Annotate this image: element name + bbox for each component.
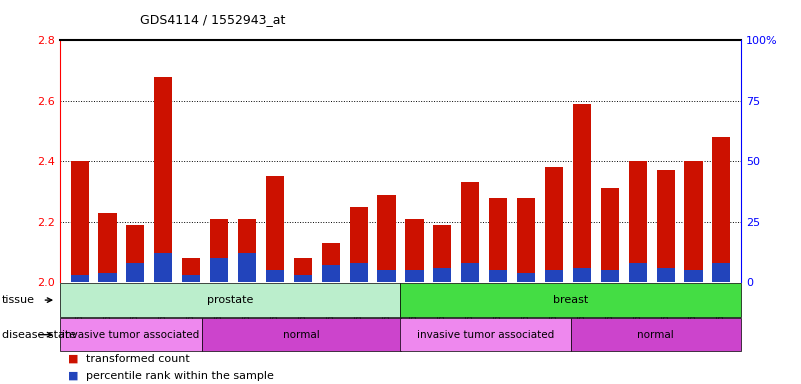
Text: invasive tumor associated: invasive tumor associated	[62, 329, 199, 340]
Bar	[202, 318, 400, 351]
Text: breast: breast	[553, 295, 589, 305]
Bar	[545, 270, 563, 282]
Bar	[489, 270, 507, 282]
Text: normal: normal	[283, 329, 320, 340]
Bar	[294, 275, 312, 282]
Bar	[155, 253, 172, 282]
Bar	[377, 270, 396, 282]
Bar	[266, 176, 284, 282]
Bar	[684, 161, 702, 282]
Bar	[322, 265, 340, 282]
Bar	[405, 270, 424, 282]
Bar	[433, 225, 452, 282]
Bar	[517, 273, 535, 282]
Bar	[127, 225, 144, 282]
Text: tissue: tissue	[2, 295, 34, 305]
Bar	[545, 167, 563, 282]
Text: disease state: disease state	[2, 329, 76, 340]
Bar	[489, 198, 507, 282]
Text: transformed count: transformed count	[86, 354, 190, 364]
Bar	[517, 198, 535, 282]
Bar	[629, 161, 646, 282]
Bar	[210, 258, 228, 282]
Bar	[657, 268, 674, 282]
Text: invasive tumor associated: invasive tumor associated	[417, 329, 554, 340]
Bar	[570, 318, 741, 351]
Bar	[405, 219, 424, 282]
Bar	[629, 263, 646, 282]
Bar	[349, 207, 368, 282]
Bar	[349, 263, 368, 282]
Bar	[238, 253, 256, 282]
Bar	[712, 263, 731, 282]
Bar	[266, 270, 284, 282]
Bar	[601, 189, 619, 282]
Bar	[657, 170, 674, 282]
Bar	[70, 161, 89, 282]
Bar	[294, 258, 312, 282]
Bar	[182, 258, 200, 282]
Bar	[433, 268, 452, 282]
Bar	[127, 263, 144, 282]
Bar	[70, 275, 89, 282]
Bar	[573, 104, 591, 282]
Bar	[400, 283, 741, 317]
Bar	[601, 270, 619, 282]
Text: ■: ■	[68, 354, 78, 364]
Bar	[461, 182, 479, 282]
Text: percentile rank within the sample: percentile rank within the sample	[86, 371, 274, 381]
Bar	[155, 76, 172, 282]
Bar	[684, 270, 702, 282]
Bar	[461, 263, 479, 282]
Text: GDS4114 / 1552943_at: GDS4114 / 1552943_at	[140, 13, 285, 26]
Bar	[60, 283, 400, 317]
Bar	[573, 268, 591, 282]
Text: prostate: prostate	[207, 295, 253, 305]
Bar	[210, 219, 228, 282]
Text: normal: normal	[638, 329, 674, 340]
Bar	[712, 137, 731, 282]
Bar	[182, 275, 200, 282]
Bar	[60, 318, 202, 351]
Text: ■: ■	[68, 371, 78, 381]
Bar	[99, 213, 117, 282]
Bar	[400, 318, 570, 351]
Bar	[99, 273, 117, 282]
Bar	[238, 219, 256, 282]
Bar	[322, 243, 340, 282]
Bar	[377, 195, 396, 282]
